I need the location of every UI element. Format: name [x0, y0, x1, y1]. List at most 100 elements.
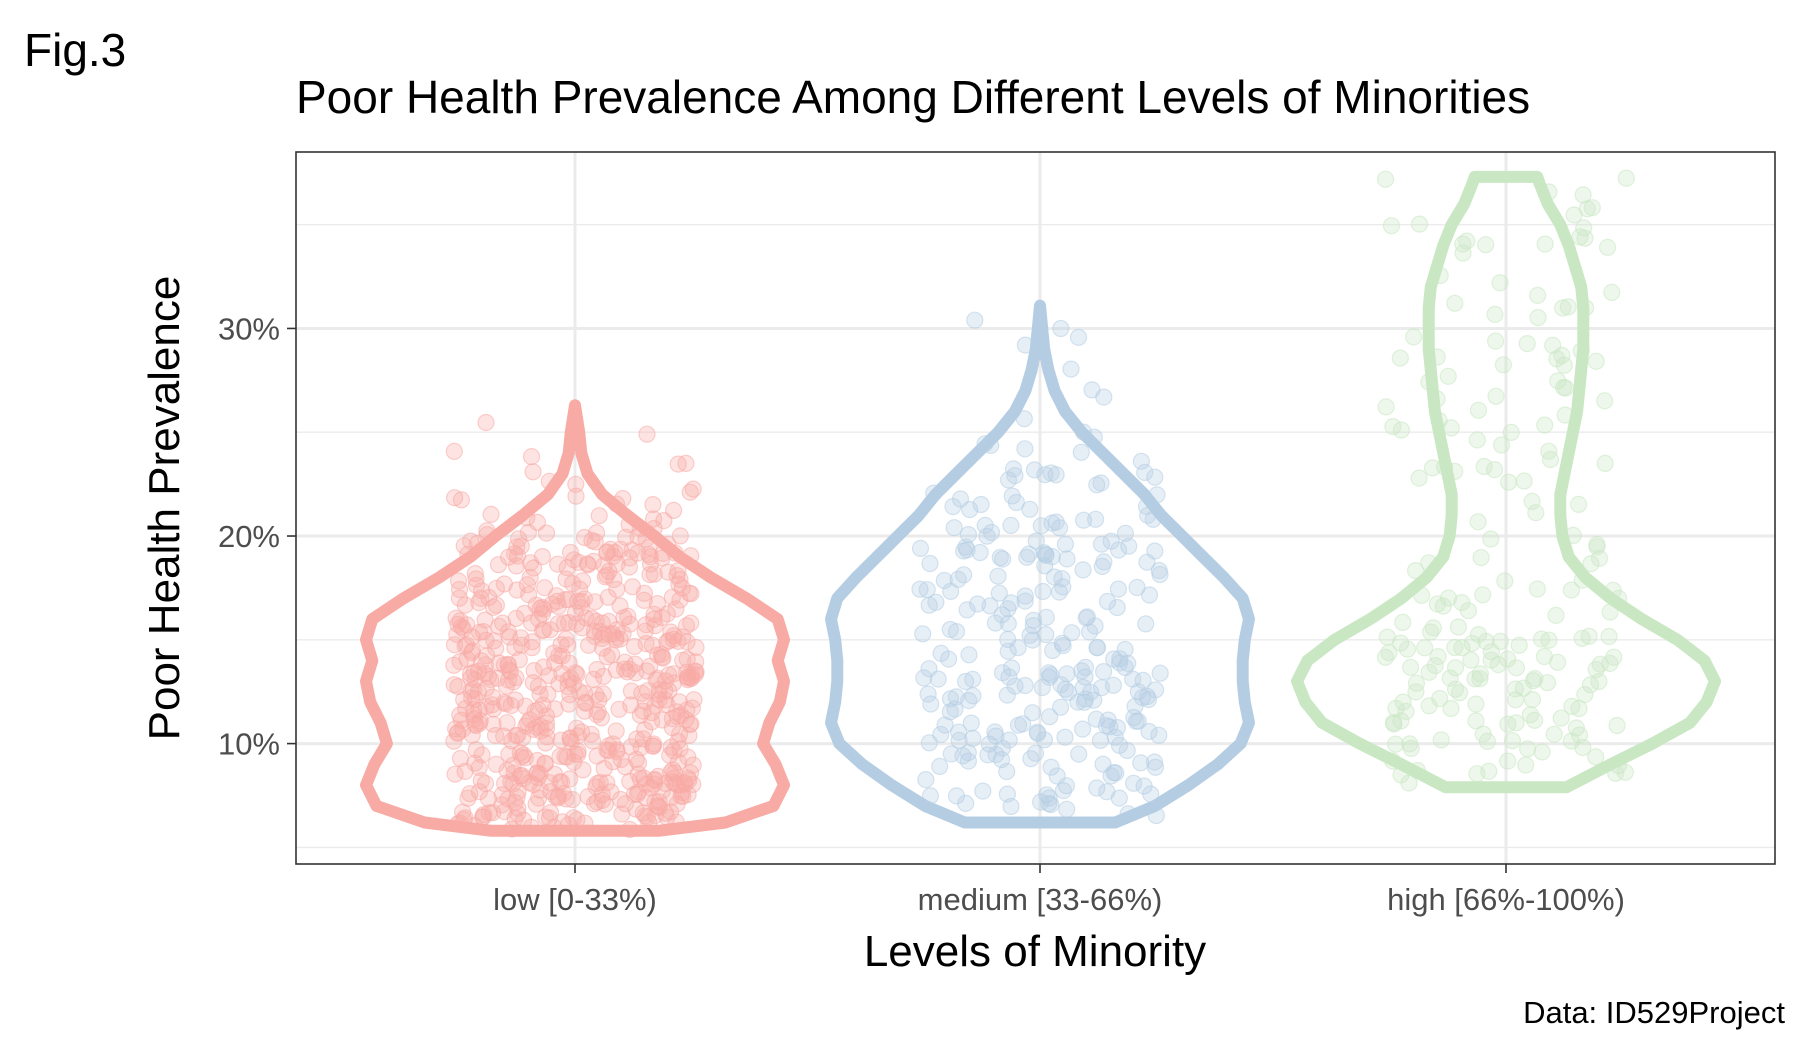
data-source-caption: Data: ID529Project — [1523, 995, 1785, 1030]
data-point — [922, 695, 940, 713]
data-point — [583, 732, 602, 750]
data-point — [1576, 229, 1594, 247]
data-point — [1523, 492, 1541, 510]
data-point — [1069, 328, 1088, 346]
data-point — [915, 669, 933, 687]
data-point — [1151, 664, 1169, 682]
data-point — [1565, 206, 1583, 224]
data-point — [1035, 544, 1053, 562]
data-point — [999, 614, 1017, 633]
data-point — [1392, 421, 1411, 439]
data-point — [955, 566, 973, 584]
data-point — [1472, 548, 1490, 567]
data-point — [512, 636, 531, 654]
data-point — [551, 747, 569, 766]
data-point — [1406, 561, 1425, 580]
data-point — [1033, 678, 1051, 697]
data-point — [917, 770, 935, 789]
data-point — [482, 505, 500, 524]
data-point — [964, 687, 982, 705]
data-point — [1062, 360, 1080, 378]
data-point — [669, 632, 687, 651]
data-point — [966, 311, 984, 329]
data-point — [600, 625, 618, 643]
data-point — [618, 663, 636, 681]
data-point — [579, 787, 597, 806]
data-point — [936, 716, 954, 734]
data-point — [1136, 463, 1154, 481]
data-point — [1025, 461, 1044, 479]
data-point — [1040, 789, 1058, 807]
data-point — [604, 735, 622, 753]
data-point — [1471, 670, 1489, 688]
data-point — [599, 588, 617, 606]
violin-0 — [360, 399, 790, 837]
data-point — [1576, 685, 1594, 704]
data-point — [1023, 704, 1042, 722]
data-point — [673, 783, 691, 802]
data-point — [573, 572, 592, 590]
data-point — [570, 682, 588, 701]
data-point — [1391, 349, 1409, 367]
data-point — [598, 774, 616, 792]
data-point — [557, 630, 575, 648]
data-point — [1376, 648, 1395, 666]
data-point — [588, 660, 606, 679]
data-point — [1150, 726, 1168, 744]
data-point — [1518, 335, 1536, 353]
data-point — [1525, 711, 1544, 729]
data-point — [1057, 777, 1076, 795]
data-point — [1548, 350, 1566, 368]
data-point — [1503, 732, 1522, 750]
data-point — [1051, 698, 1070, 716]
data-point — [1489, 655, 1507, 674]
data-point — [1424, 619, 1442, 637]
data-point — [572, 592, 591, 611]
data-point — [461, 785, 479, 803]
data-point — [1120, 537, 1138, 555]
data-point — [1545, 725, 1563, 743]
data-point — [1007, 493, 1026, 512]
data-point — [1111, 650, 1129, 668]
data-point — [1110, 654, 1129, 672]
data-point — [642, 779, 660, 797]
data-point — [523, 633, 541, 651]
data-point — [941, 703, 959, 721]
data-point — [911, 539, 930, 558]
data-point — [1078, 608, 1096, 626]
data-point — [1043, 514, 1061, 532]
data-point — [466, 715, 484, 733]
data-point — [578, 555, 597, 573]
data-point — [1596, 454, 1614, 472]
data-point — [1000, 668, 1018, 686]
data-point — [1074, 561, 1092, 579]
data-point — [1517, 756, 1535, 774]
data-point — [598, 648, 616, 666]
data-point — [664, 501, 683, 519]
data-point — [1404, 328, 1423, 346]
data-point — [604, 753, 622, 771]
data-point — [989, 567, 1007, 585]
data-point — [1446, 294, 1464, 312]
data-point — [452, 491, 470, 509]
data-point — [1432, 731, 1450, 749]
data-point — [1088, 638, 1107, 657]
data-point — [1471, 665, 1489, 683]
data-point — [1109, 580, 1128, 598]
data-point — [920, 734, 938, 752]
data-point — [451, 749, 470, 768]
data-point — [959, 744, 977, 762]
data-point — [504, 673, 523, 691]
data-point — [677, 710, 695, 729]
data-point — [1420, 697, 1438, 715]
data-point — [584, 670, 603, 689]
data-point — [1549, 372, 1567, 390]
x-axis-title: Levels of Minority — [864, 927, 1206, 976]
data-point — [1052, 319, 1070, 338]
data-point — [1042, 795, 1060, 814]
data-point — [684, 480, 702, 498]
data-point — [509, 804, 527, 823]
data-point — [487, 596, 505, 614]
data-point — [650, 793, 668, 811]
